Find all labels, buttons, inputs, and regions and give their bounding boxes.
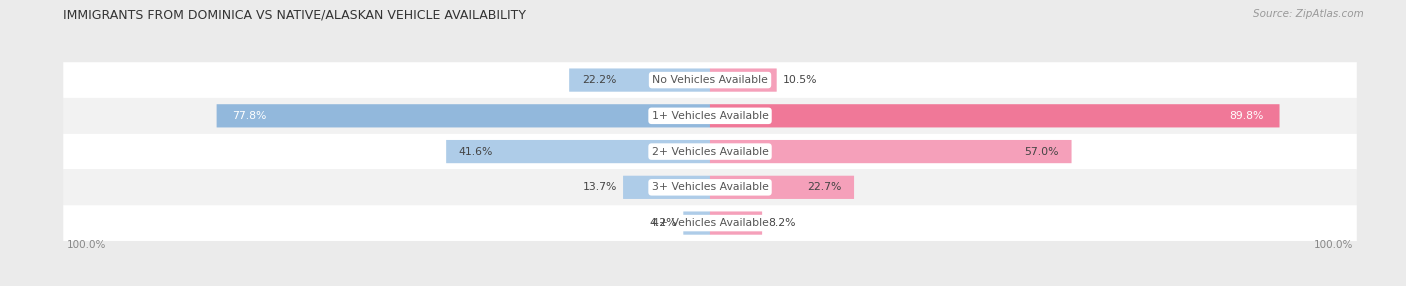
FancyBboxPatch shape bbox=[623, 176, 710, 199]
FancyBboxPatch shape bbox=[710, 104, 1279, 128]
Text: 4+ Vehicles Available: 4+ Vehicles Available bbox=[651, 218, 769, 228]
Text: Source: ZipAtlas.com: Source: ZipAtlas.com bbox=[1253, 9, 1364, 19]
Text: IMMIGRANTS FROM DOMINICA VS NATIVE/ALASKAN VEHICLE AVAILABILITY: IMMIGRANTS FROM DOMINICA VS NATIVE/ALASK… bbox=[63, 9, 526, 21]
Text: 100.0%: 100.0% bbox=[1315, 240, 1354, 250]
Text: 1+ Vehicles Available: 1+ Vehicles Available bbox=[651, 111, 769, 121]
FancyBboxPatch shape bbox=[710, 140, 1071, 163]
Text: 41.6%: 41.6% bbox=[458, 147, 494, 156]
FancyBboxPatch shape bbox=[710, 68, 776, 92]
FancyBboxPatch shape bbox=[710, 211, 762, 235]
Text: 10.5%: 10.5% bbox=[783, 75, 817, 85]
Text: 4.2%: 4.2% bbox=[650, 218, 678, 228]
FancyBboxPatch shape bbox=[446, 140, 710, 163]
FancyBboxPatch shape bbox=[63, 134, 1357, 169]
FancyBboxPatch shape bbox=[63, 62, 1357, 98]
FancyBboxPatch shape bbox=[63, 169, 1357, 205]
Text: No Vehicles Available: No Vehicles Available bbox=[652, 75, 768, 85]
Text: 2+ Vehicles Available: 2+ Vehicles Available bbox=[651, 147, 769, 156]
FancyBboxPatch shape bbox=[63, 98, 1357, 134]
Text: 22.7%: 22.7% bbox=[807, 182, 841, 192]
FancyBboxPatch shape bbox=[683, 211, 710, 235]
Text: 3+ Vehicles Available: 3+ Vehicles Available bbox=[651, 182, 769, 192]
FancyBboxPatch shape bbox=[217, 104, 710, 128]
Text: 22.2%: 22.2% bbox=[582, 75, 616, 85]
Text: 89.8%: 89.8% bbox=[1229, 111, 1264, 121]
FancyBboxPatch shape bbox=[63, 205, 1357, 241]
Text: 100.0%: 100.0% bbox=[66, 240, 105, 250]
FancyBboxPatch shape bbox=[710, 176, 853, 199]
Text: 8.2%: 8.2% bbox=[768, 218, 796, 228]
Text: 57.0%: 57.0% bbox=[1025, 147, 1059, 156]
FancyBboxPatch shape bbox=[569, 68, 710, 92]
Text: 77.8%: 77.8% bbox=[232, 111, 267, 121]
Text: 13.7%: 13.7% bbox=[582, 182, 617, 192]
